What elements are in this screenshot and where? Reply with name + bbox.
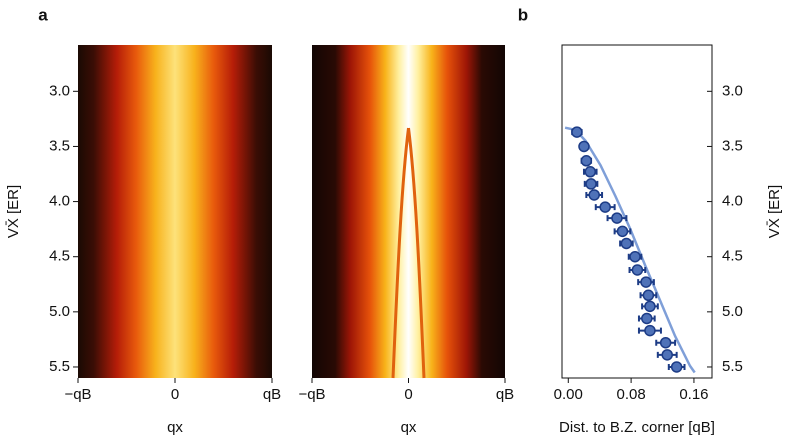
x-tick-label: 0.08 [617, 386, 646, 403]
y-tick-label: 4.5 [722, 248, 743, 265]
plot-frame [561, 44, 713, 379]
data-point [641, 312, 653, 325]
x-tick-label: 0.16 [679, 386, 708, 403]
data-point [580, 155, 593, 167]
data-point [585, 178, 597, 190]
y-axis-label: VX̄ [ER] [766, 185, 783, 238]
y-tick-label: 5.0 [49, 303, 70, 320]
y-tick-label: 5.0 [722, 303, 743, 320]
data-point [631, 264, 644, 276]
x-tick-label: 0 [404, 386, 412, 403]
x-tick-label: 0 [171, 386, 179, 403]
data-point [642, 289, 655, 302]
panel-label: b [518, 5, 528, 24]
y-axis-label: VX̄ [ER] [5, 185, 22, 238]
y-tick-label: 5.5 [49, 358, 70, 375]
data-point [588, 189, 600, 201]
data-point [620, 237, 633, 250]
x-tick-label: 0.00 [554, 386, 583, 403]
data-point [629, 250, 641, 263]
panel-label: a [38, 5, 48, 24]
data-point [599, 201, 611, 213]
x-tick-label: −qB [298, 386, 325, 403]
data-point [670, 361, 683, 373]
data-point [644, 300, 656, 313]
x-tick-label: qB [263, 386, 281, 403]
data-point [661, 349, 673, 361]
dispersion-line [391, 127, 426, 379]
data-point [611, 212, 623, 224]
data-point [659, 336, 672, 349]
y-tick-label: 3.0 [722, 82, 743, 99]
x-tick-label: −qB [64, 386, 91, 403]
y-tick-label: 3.0 [49, 82, 70, 99]
x-axis-label: Dist. to B.Z. corner [qB] [559, 419, 715, 436]
data-point [578, 140, 590, 153]
x-axis-label: qx [401, 419, 417, 436]
y-tick-label: 3.5 [49, 137, 70, 154]
y-tick-label: 5.5 [722, 358, 743, 375]
data-point [571, 126, 583, 138]
x-axis-label: qx [167, 419, 183, 436]
y-tick-label: 3.5 [722, 137, 743, 154]
data-point [644, 324, 656, 337]
y-tick-label: 4.0 [722, 193, 743, 210]
data-point [640, 276, 652, 288]
x-tick-label: qB [496, 386, 514, 403]
heatmap-image [78, 45, 272, 378]
data-point [584, 166, 597, 178]
y-tick-label: 4.0 [49, 193, 70, 210]
data-point [616, 225, 629, 238]
y-tick-label: 4.5 [49, 248, 70, 265]
heatmap-image [312, 45, 505, 378]
